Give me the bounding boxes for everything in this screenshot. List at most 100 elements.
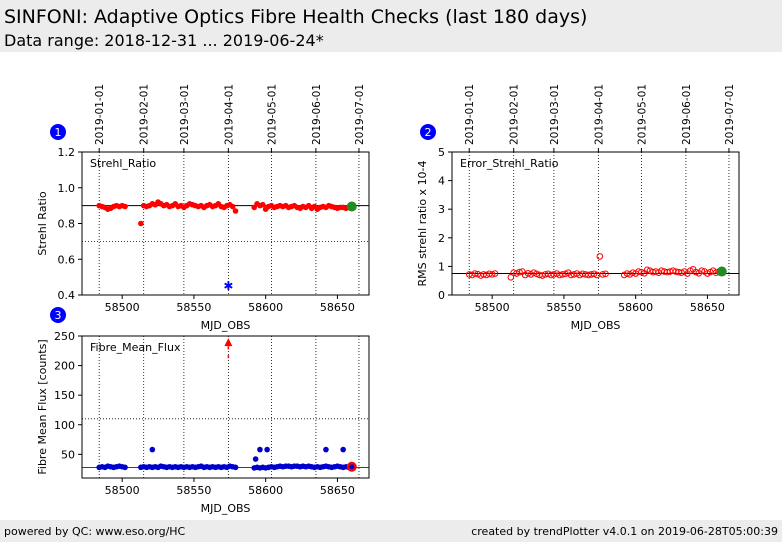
y-tick-label: 0.6 — [58, 253, 76, 266]
data-point — [488, 271, 496, 278]
data-point — [138, 220, 144, 227]
y-tick-label: 5 — [438, 146, 445, 159]
data-point — [264, 446, 270, 453]
data-point — [559, 271, 566, 278]
data-point — [232, 464, 239, 471]
latest-point-core — [349, 464, 355, 470]
y-tick-label: 50 — [61, 448, 75, 461]
x-tick-label: 58500 — [105, 301, 140, 314]
plot-number-label: 2 — [425, 126, 432, 139]
y-tick-label: 1 — [438, 260, 445, 273]
data-point — [602, 270, 609, 278]
date-tick-label: 2019-03-01 — [549, 84, 561, 145]
data-point — [530, 269, 538, 276]
x-tick-label: 58500 — [105, 484, 140, 497]
footer-bar: powered by QC: www.eso.org/HC created by… — [0, 520, 782, 542]
data-point — [638, 268, 645, 276]
data-point — [252, 456, 259, 462]
data-point — [323, 446, 329, 453]
chart-panel-2 — [420, 124, 740, 299]
x-tick-label: 58650 — [690, 301, 725, 314]
date-tick-label: 2019-07-01 — [354, 84, 366, 145]
date-tick-label: 2019-06-01 — [311, 84, 323, 145]
date-tick-label: 2019-02-01 — [139, 84, 151, 145]
plot-frame — [81, 335, 370, 479]
data-point — [596, 253, 604, 260]
date-tick-label: 2019-03-01 — [179, 84, 191, 145]
data-point — [232, 208, 239, 214]
date-tick-label: 2019-06-01 — [681, 84, 693, 145]
date-tick-label: 2019-01-01 — [464, 84, 476, 145]
x-tick-label: 58550 — [546, 301, 581, 314]
date-tick-label: 2019-04-01 — [593, 84, 605, 145]
y-axis-label: Fibre Mean Flux [counts] — [36, 339, 49, 474]
y-tick-label: 0.4 — [58, 289, 76, 302]
latest-point-marker — [346, 201, 357, 212]
data-point — [698, 267, 705, 274]
chart-title: Strehl_Ratio — [90, 157, 156, 170]
data-point — [507, 273, 515, 281]
footer-credit: powered by QC: www.eso.org/HC — [4, 525, 186, 538]
footer-timestamp: created by trendPlotter v4.0.1 on 2019-0… — [471, 525, 778, 538]
data-point — [539, 272, 546, 279]
data-point — [149, 446, 156, 453]
date-tick-label: 2019-02-01 — [509, 84, 521, 145]
plot-frame — [81, 151, 370, 296]
plot-number-label: 1 — [55, 126, 62, 139]
y-tick-label: 3 — [438, 203, 445, 216]
data-point — [590, 270, 598, 278]
x-axis-label: MJD_OBS — [201, 319, 251, 332]
data-point — [516, 268, 523, 276]
plot-number-badge — [50, 307, 66, 323]
chart-title: Error_Strehl_Ratio — [460, 157, 559, 170]
y-tick-label: 1.2 — [58, 146, 76, 159]
off-scale-marker — [224, 338, 233, 347]
chart-title: Fibre_Mean_Flux — [90, 341, 181, 354]
plot-number-badge — [420, 124, 436, 140]
data-point — [122, 464, 128, 471]
y-tick-label: 4 — [438, 175, 445, 188]
y-tick-label: 100 — [54, 419, 75, 432]
data-point — [471, 270, 479, 277]
y-tick-label: 150 — [54, 389, 75, 402]
y-tick-label: 0.8 — [58, 218, 76, 231]
x-tick-label: 58500 — [475, 301, 510, 314]
x-tick-label: 58650 — [320, 484, 355, 497]
date-tick-label: 2019-05-01 — [266, 84, 278, 145]
y-tick-label: 2 — [438, 232, 445, 245]
x-tick-label: 58600 — [618, 301, 653, 314]
y-tick-label: 250 — [54, 330, 75, 343]
x-axis-label: MJD_OBS — [201, 502, 251, 515]
y-axis-label: RMS strehl ratio x 10-4 — [416, 160, 429, 286]
plot-frame — [451, 151, 740, 296]
data-point — [599, 271, 606, 278]
data-point — [122, 203, 128, 210]
date-tick-label: 2019-01-01 — [94, 84, 106, 145]
x-tick-label: 58600 — [248, 484, 283, 497]
plot-number-badge — [50, 124, 66, 140]
date-tick-label: 2019-05-01 — [636, 84, 648, 145]
plot-number-label: 3 — [55, 309, 62, 322]
data-point — [260, 201, 266, 208]
y-tick-label: 0 — [438, 289, 445, 302]
date-tick-label: 2019-04-01 — [223, 84, 235, 145]
x-tick-label: 58550 — [176, 484, 211, 497]
chart-panel-3 — [50, 307, 370, 482]
data-point — [257, 446, 263, 453]
x-tick-label: 58650 — [320, 301, 355, 314]
x-axis-label: MJD_OBS — [571, 319, 621, 332]
y-tick-label: 1.0 — [58, 182, 76, 195]
date-tick-label: 2019-07-01 — [724, 84, 736, 145]
x-tick-label: 58600 — [248, 301, 283, 314]
page-title: SINFONI: Adaptive Optics Fibre Health Ch… — [4, 6, 588, 28]
data-point — [229, 203, 236, 210]
data-point — [533, 270, 540, 278]
y-axis-label: Strehl Ratio — [36, 191, 49, 255]
page-subtitle: Data range: 2018-12-31 ... 2019-06-24* — [4, 31, 324, 50]
data-point — [491, 270, 499, 277]
latest-point-marker — [716, 266, 727, 277]
outlier-star-marker: ✱ — [223, 279, 233, 293]
x-tick-label: 58550 — [176, 301, 211, 314]
chart-panel-1: ✱ — [50, 124, 370, 299]
